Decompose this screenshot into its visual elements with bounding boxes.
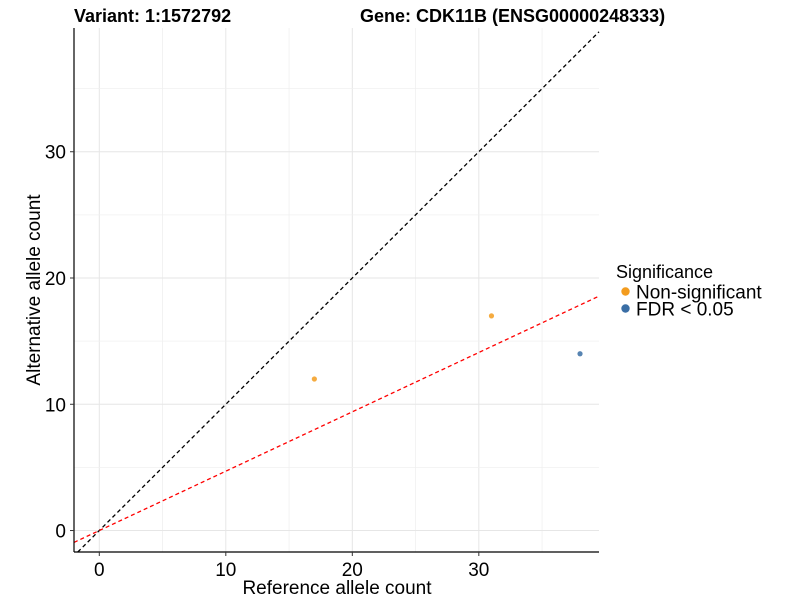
y-tick-label: 0 [55, 522, 66, 543]
legend-title: Significance [616, 262, 713, 282]
grid [74, 28, 599, 552]
y-tick-label: 10 [45, 395, 66, 416]
y-axis-title: Alternative allele count [24, 194, 45, 386]
data-point [488, 313, 495, 319]
data-points [311, 313, 583, 382]
identity-line [77, 31, 600, 553]
y-tick-label: 20 [45, 269, 66, 290]
x-tick-label: 30 [468, 560, 489, 581]
data-point [577, 351, 583, 357]
legend-label: Non-significant [636, 283, 762, 304]
x-tick-label: 0 [94, 560, 105, 581]
tick-labels: 0 10 20 30 0 10 20 30 [45, 143, 490, 581]
reference-lines [73, 31, 600, 553]
axes [73, 28, 599, 553]
x-tick-label: 10 [215, 560, 236, 581]
legend-label: FDR < 0.05 [636, 300, 734, 321]
chart-title-variant: Variant: 1:1572792 [74, 6, 231, 26]
x-tick-label: 20 [342, 560, 363, 581]
y-tick-label: 30 [45, 143, 66, 164]
x-axis-title: Reference allele count [242, 578, 432, 599]
legend-swatch [621, 304, 630, 313]
legend-swatch [621, 287, 630, 296]
fit-line [73, 295, 600, 543]
data-point [311, 376, 317, 382]
chart-title-gene: Gene: CDK11B (ENSG00000248333) [360, 6, 665, 26]
